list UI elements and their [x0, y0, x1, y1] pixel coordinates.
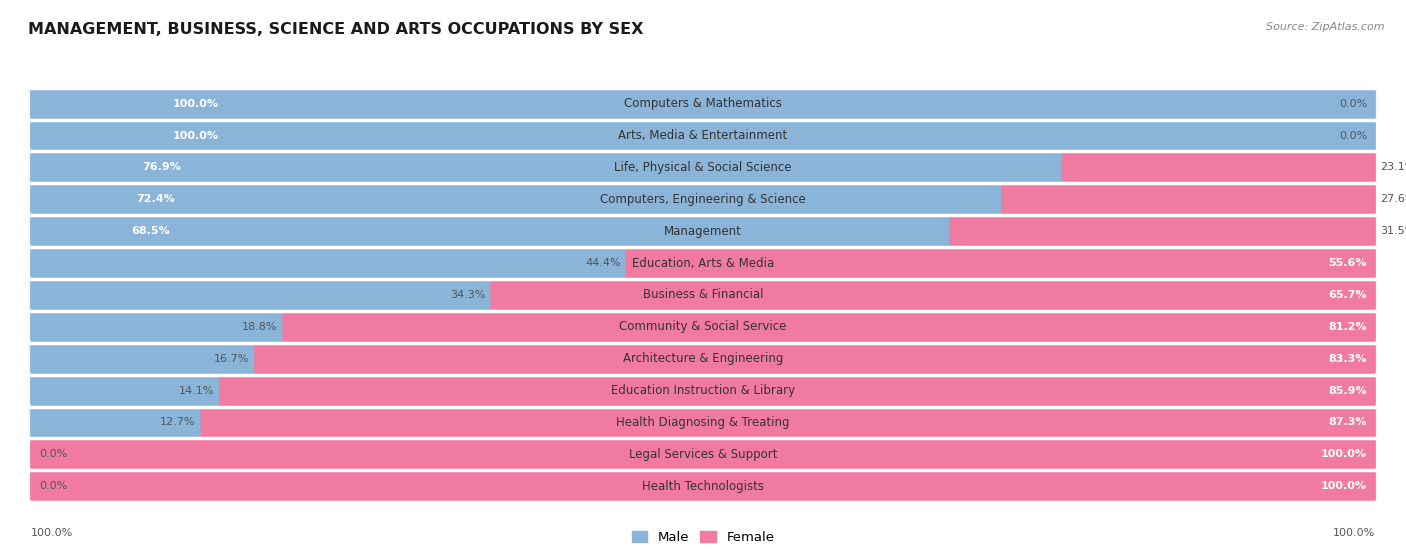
Text: 100.0%: 100.0% — [1333, 528, 1375, 538]
FancyBboxPatch shape — [30, 374, 1376, 407]
Text: 65.7%: 65.7% — [1329, 290, 1367, 300]
FancyBboxPatch shape — [28, 311, 1378, 343]
Text: Computers, Engineering & Science: Computers, Engineering & Science — [600, 193, 806, 206]
FancyBboxPatch shape — [491, 278, 1376, 311]
FancyBboxPatch shape — [949, 215, 1376, 247]
Text: 68.5%: 68.5% — [131, 226, 170, 236]
FancyBboxPatch shape — [30, 119, 1376, 152]
Text: Health Diagnosing & Treating: Health Diagnosing & Treating — [616, 416, 790, 429]
FancyBboxPatch shape — [30, 215, 953, 247]
FancyBboxPatch shape — [30, 406, 1376, 439]
Text: Education Instruction & Library: Education Instruction & Library — [612, 384, 794, 397]
Text: 100.0%: 100.0% — [173, 131, 219, 141]
Text: Business & Financial: Business & Financial — [643, 288, 763, 301]
Text: MANAGEMENT, BUSINESS, SCIENCE AND ARTS OCCUPATIONS BY SEX: MANAGEMENT, BUSINESS, SCIENCE AND ARTS O… — [28, 22, 644, 37]
Text: Architecture & Engineering: Architecture & Engineering — [623, 352, 783, 365]
FancyBboxPatch shape — [30, 311, 1376, 343]
Text: Computers & Mathematics: Computers & Mathematics — [624, 97, 782, 110]
Text: Education, Arts & Media: Education, Arts & Media — [631, 257, 775, 270]
Text: 72.4%: 72.4% — [136, 194, 174, 204]
FancyBboxPatch shape — [28, 343, 1378, 374]
Text: 81.2%: 81.2% — [1329, 322, 1367, 332]
FancyBboxPatch shape — [30, 343, 259, 375]
FancyBboxPatch shape — [28, 407, 1378, 439]
Text: 0.0%: 0.0% — [1339, 131, 1367, 141]
FancyBboxPatch shape — [283, 311, 1376, 343]
Text: 85.9%: 85.9% — [1329, 386, 1367, 396]
Text: 18.8%: 18.8% — [242, 322, 277, 332]
Text: 0.0%: 0.0% — [1339, 99, 1367, 109]
FancyBboxPatch shape — [28, 215, 1378, 247]
Text: 100.0%: 100.0% — [1322, 481, 1367, 491]
Text: 23.1%: 23.1% — [1381, 162, 1406, 172]
FancyBboxPatch shape — [30, 470, 1376, 503]
Text: Health Technologists: Health Technologists — [643, 480, 763, 493]
FancyBboxPatch shape — [28, 119, 1378, 151]
FancyBboxPatch shape — [30, 311, 287, 343]
FancyBboxPatch shape — [30, 183, 1376, 215]
Text: Life, Physical & Social Science: Life, Physical & Social Science — [614, 161, 792, 174]
FancyBboxPatch shape — [30, 438, 1376, 470]
FancyBboxPatch shape — [626, 247, 1376, 280]
FancyBboxPatch shape — [28, 184, 1378, 215]
FancyBboxPatch shape — [219, 374, 1376, 407]
Text: 55.6%: 55.6% — [1329, 258, 1367, 268]
FancyBboxPatch shape — [28, 247, 1378, 279]
FancyBboxPatch shape — [1062, 151, 1376, 184]
Text: 12.7%: 12.7% — [160, 417, 195, 427]
Text: 0.0%: 0.0% — [39, 481, 67, 491]
Text: Arts, Media & Entertainment: Arts, Media & Entertainment — [619, 129, 787, 142]
FancyBboxPatch shape — [254, 343, 1376, 375]
FancyBboxPatch shape — [28, 470, 1378, 502]
FancyBboxPatch shape — [30, 215, 1376, 247]
Text: 27.6%: 27.6% — [1381, 194, 1406, 204]
Text: 83.3%: 83.3% — [1329, 354, 1367, 364]
FancyBboxPatch shape — [30, 438, 1376, 470]
FancyBboxPatch shape — [30, 151, 1066, 184]
Text: 0.0%: 0.0% — [39, 449, 67, 459]
Text: 14.1%: 14.1% — [179, 386, 215, 396]
Text: 34.3%: 34.3% — [450, 290, 485, 300]
FancyBboxPatch shape — [30, 119, 1376, 152]
FancyBboxPatch shape — [30, 278, 495, 311]
FancyBboxPatch shape — [30, 151, 1376, 184]
FancyBboxPatch shape — [30, 247, 630, 280]
FancyBboxPatch shape — [30, 470, 1376, 503]
Text: Community & Social Service: Community & Social Service — [619, 320, 787, 333]
Text: 16.7%: 16.7% — [214, 354, 249, 364]
FancyBboxPatch shape — [28, 279, 1378, 311]
FancyBboxPatch shape — [30, 406, 205, 439]
FancyBboxPatch shape — [28, 151, 1378, 184]
FancyBboxPatch shape — [30, 88, 1376, 120]
FancyBboxPatch shape — [30, 374, 224, 407]
FancyBboxPatch shape — [30, 278, 1376, 311]
FancyBboxPatch shape — [30, 88, 1376, 120]
FancyBboxPatch shape — [1001, 183, 1376, 215]
Legend: Male, Female: Male, Female — [626, 526, 780, 549]
FancyBboxPatch shape — [201, 406, 1376, 439]
Text: 44.4%: 44.4% — [585, 258, 621, 268]
FancyBboxPatch shape — [30, 247, 1376, 280]
Text: Source: ZipAtlas.com: Source: ZipAtlas.com — [1267, 22, 1385, 32]
Text: 100.0%: 100.0% — [173, 99, 219, 109]
FancyBboxPatch shape — [28, 439, 1378, 470]
FancyBboxPatch shape — [30, 343, 1376, 375]
Text: 87.3%: 87.3% — [1329, 417, 1367, 427]
Text: 100.0%: 100.0% — [31, 528, 73, 538]
FancyBboxPatch shape — [28, 88, 1378, 119]
Text: 100.0%: 100.0% — [1322, 449, 1367, 459]
FancyBboxPatch shape — [30, 183, 1005, 215]
Text: Management: Management — [664, 225, 742, 238]
Text: 31.5%: 31.5% — [1381, 226, 1406, 236]
Text: Legal Services & Support: Legal Services & Support — [628, 448, 778, 461]
FancyBboxPatch shape — [28, 374, 1378, 407]
Text: 76.9%: 76.9% — [142, 162, 181, 172]
